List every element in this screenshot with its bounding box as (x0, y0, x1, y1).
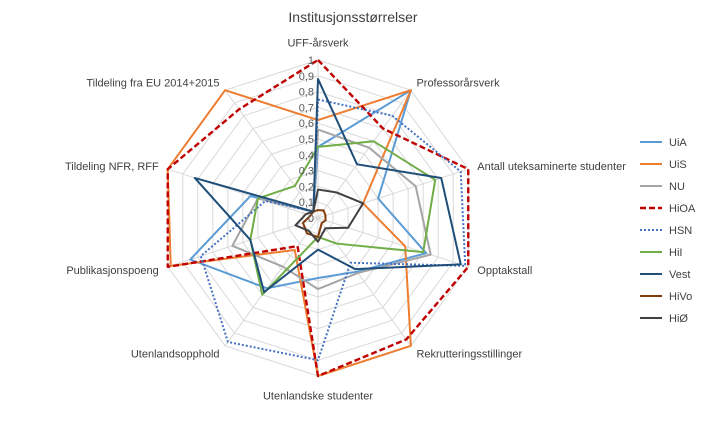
tick-label: 0,2 (299, 181, 314, 193)
legend-label: Vest (669, 269, 690, 281)
tick-label: 0,7 (299, 102, 314, 114)
grid-spoke (167, 168, 319, 219)
tick-label: 0,6 (299, 118, 314, 130)
grid-spoke (317, 89, 412, 219)
tick-label: 0,9 (299, 71, 314, 83)
axis-label: Publikasjonspoeng (66, 265, 158, 277)
legend: UiA UiS NU HiOA HSN HiI Vest HiVo HiØ (640, 137, 696, 325)
legend-label: UiS (669, 159, 687, 171)
tick-label: 0,3 (299, 166, 314, 178)
axis-label: Tildeling NFR, RFF (65, 161, 159, 173)
legend-label: HiOA (669, 203, 696, 215)
grid-spoke (317, 168, 469, 219)
grid-spoke (224, 89, 319, 219)
axis-label: Professorårsverk (416, 78, 500, 90)
grid-spoke (224, 217, 319, 347)
legend-label: UiA (669, 137, 687, 149)
series-line-HiOA (166, 58, 470, 378)
grid-spoke (317, 217, 412, 347)
legend-label: HSN (669, 225, 692, 237)
series-line-Vest (193, 77, 462, 294)
tick-label: 0,1 (299, 197, 314, 209)
tick-label: 0,4 (299, 150, 314, 162)
axis-label: Opptakstall (477, 265, 532, 277)
chart-title: Institusjonsstørrelser (288, 9, 417, 25)
grid-spoke (167, 217, 319, 268)
series-layer (166, 58, 470, 378)
tick-label: 0 (308, 213, 314, 225)
series-line-HSN (199, 98, 467, 362)
axis-label: Utenlandske studenter (263, 390, 373, 402)
tick-label: 0,8 (299, 87, 314, 99)
tick-layer: 0 0,1 0,2 0,3 0,4 0,5 0,6 0,7 0,8 0,9 1 (299, 55, 314, 225)
tick-label: 0,5 (299, 134, 314, 146)
axis-label: Rekrutteringsstillinger (416, 348, 522, 360)
series-line-HiØ (294, 188, 365, 243)
legend-label: HiVo (669, 291, 692, 303)
axis-label: Utenlandsopphold (131, 348, 220, 360)
legend-label: HiØ (669, 313, 688, 325)
axis-label-layer: UFF-årsverk Professorårsverk Antall uteksa… (65, 38, 626, 403)
axis-label: Antall uteksaminerte studenter (477, 161, 626, 173)
legend-label: NU (669, 181, 685, 193)
grid-spoke (317, 217, 469, 268)
legend-label: HiI (669, 247, 682, 259)
series-line-HiVo (301, 209, 327, 238)
series-line-NU (231, 128, 432, 291)
axis-label: Tildeling fra EU 2014+2015 (86, 78, 219, 90)
axis-label: UFF-årsverk (287, 38, 349, 50)
tick-label: 1 (308, 55, 314, 67)
